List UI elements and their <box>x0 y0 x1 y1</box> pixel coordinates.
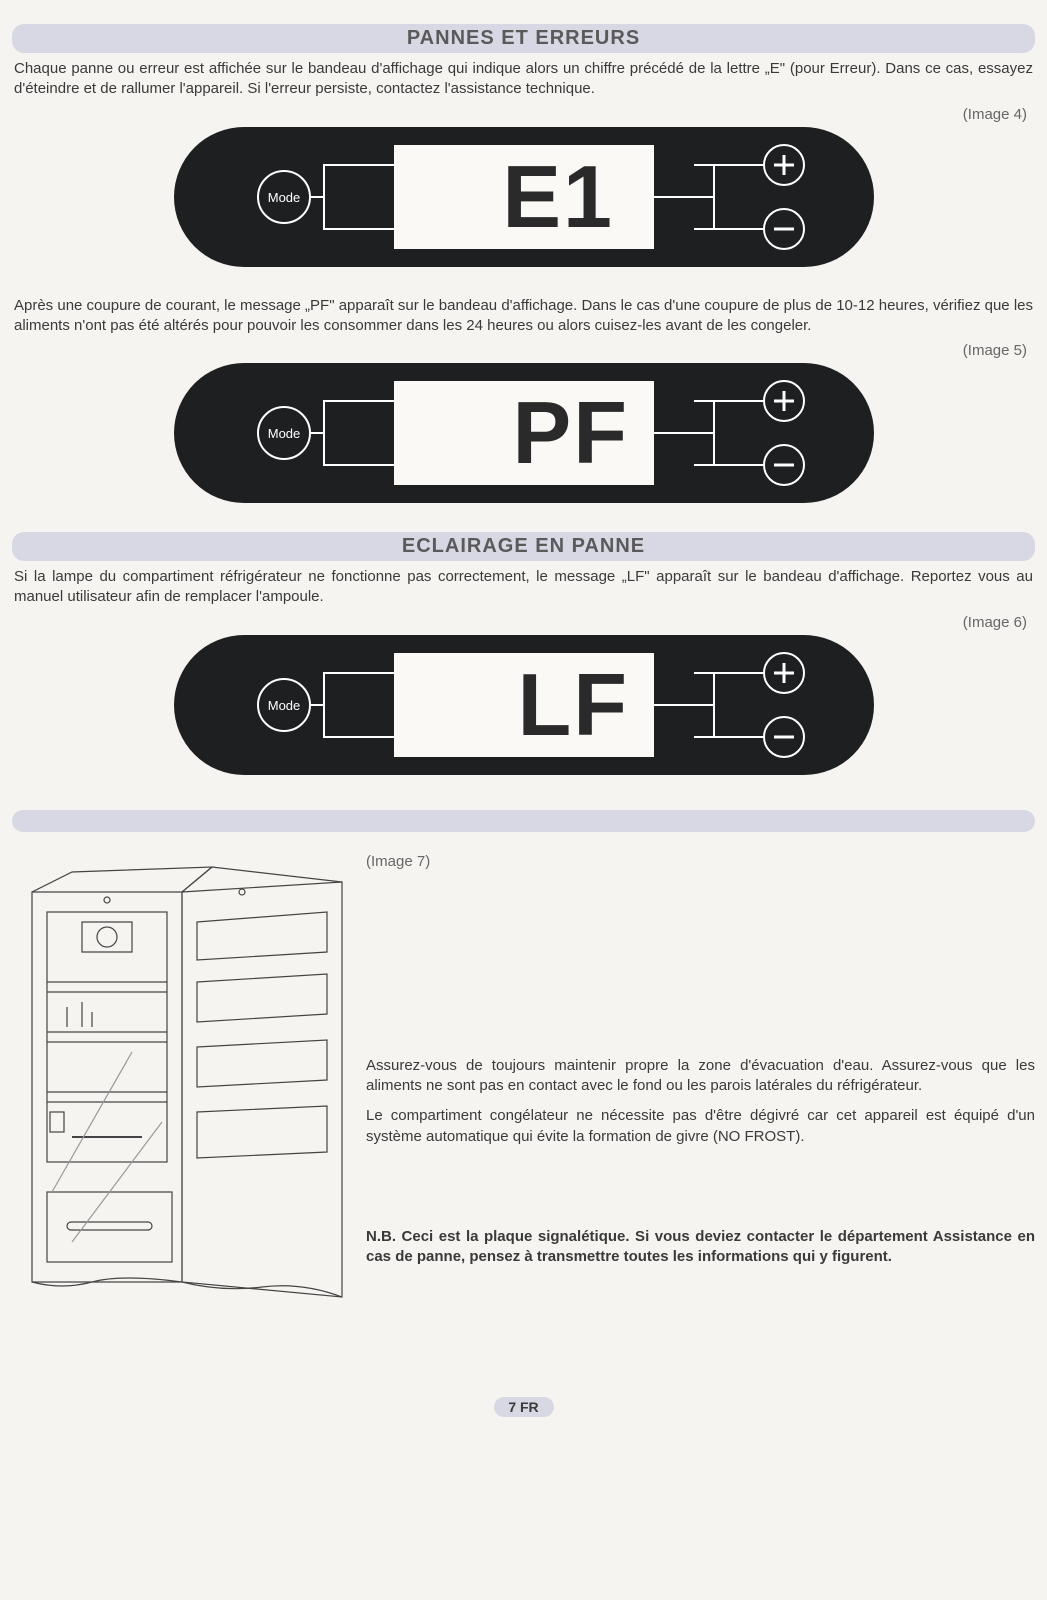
display-panel-pf: Mode PF <box>174 363 874 508</box>
note-1: Assurez-vous de toujours maintenir propr… <box>366 1056 1035 1097</box>
divider-bar <box>12 810 1035 832</box>
note-3-nb: N.B. Ceci est la plaque signalétique. Si… <box>366 1227 1035 1268</box>
section-title-pannes: PANNES ET ERREURS <box>12 24 1035 53</box>
display-text: E1 <box>502 147 614 246</box>
page-number: 7 FR <box>494 1397 554 1417</box>
intro-text-1: Chaque panne ou erreur est affichée sur … <box>14 59 1033 100</box>
mode-label: Mode <box>267 190 300 205</box>
section-title-eclairage: ECLAIRAGE EN PANNE <box>12 532 1035 561</box>
intro-text-2: Si la lampe du compartiment réfrigérateu… <box>14 567 1033 608</box>
mid-text-1: Après une coupure de courant, le message… <box>14 296 1033 337</box>
display-panel-lf: Mode LF <box>174 635 874 780</box>
image-5-label: (Image 5) <box>12 342 1027 359</box>
display-panel-e1: Mode E1 <box>174 127 874 272</box>
image-4-label: (Image 4) <box>12 106 1027 123</box>
image-7-label: (Image 7) <box>366 852 1035 872</box>
note-2: Le compartiment congélateur ne nécessite… <box>366 1106 1035 1147</box>
display-text: PF <box>512 383 628 482</box>
display-text: LF <box>517 655 629 754</box>
mode-label: Mode <box>267 426 300 441</box>
fridge-diagram <box>12 852 352 1332</box>
image-6-label: (Image 6) <box>12 614 1027 631</box>
mode-label: Mode <box>267 698 300 713</box>
